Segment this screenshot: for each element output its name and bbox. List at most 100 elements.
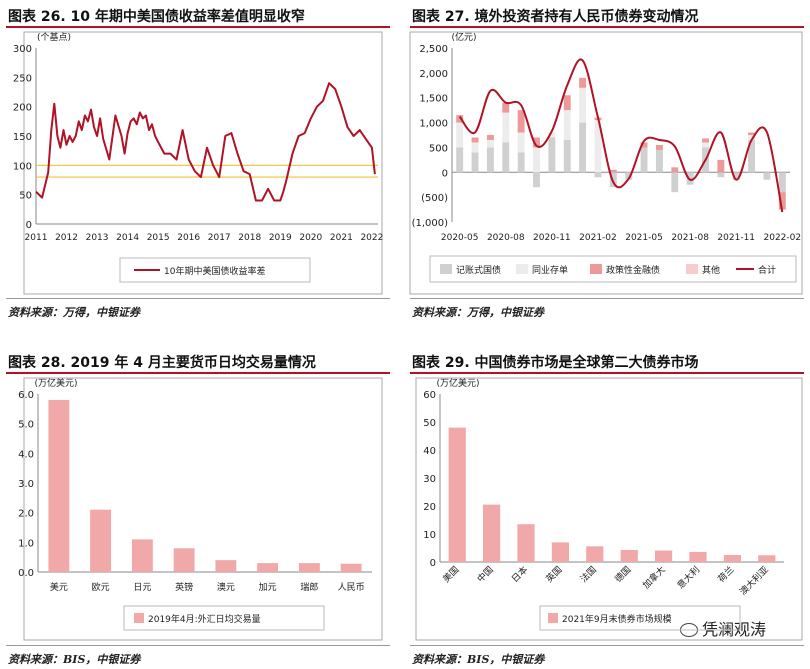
x-tick-label: 2020-05	[441, 233, 479, 243]
title-rule	[6, 26, 390, 28]
title-rule	[410, 26, 804, 28]
bar	[456, 147, 464, 173]
y-tick-label: 200	[13, 103, 32, 114]
source-rule	[410, 645, 804, 646]
panel-title: 图表 29. 中国债券市场是全球第二大债券市场	[412, 355, 699, 371]
y-tick-label: 500	[429, 143, 448, 154]
y-tick-label: 1,500	[419, 94, 448, 105]
x-tick-label: 日本	[509, 564, 530, 585]
bar	[748, 132, 756, 135]
y-tick-label: (500)	[421, 193, 448, 204]
x-tick-label: 2022	[360, 233, 383, 243]
x-tick-label: 2020-11	[533, 233, 571, 243]
bar	[502, 102, 510, 113]
x-tick-label: 美国	[440, 564, 461, 585]
bar	[594, 117, 602, 121]
bar	[640, 147, 648, 173]
series-line	[35, 82, 376, 202]
panel-title: 图表 28. 2019 年 4 月主要货币日均交易量情况	[8, 355, 316, 371]
x-tick-label: 2021-05	[625, 233, 663, 243]
y-tick-label: 1.0	[18, 538, 34, 549]
bar	[486, 147, 494, 173]
x-tick-label: 2021-02	[579, 233, 617, 243]
x-tick-label: 英镑	[175, 581, 193, 593]
x-tick-label: 2016	[177, 233, 200, 243]
y-tick-label: 20	[423, 502, 436, 513]
bar	[655, 149, 663, 173]
bar	[448, 427, 466, 562]
legend-box	[119, 257, 311, 283]
bar	[502, 112, 510, 143]
bar	[640, 142, 648, 148]
y-tick-label: 3.0	[18, 479, 34, 490]
bar	[471, 142, 479, 153]
bar	[456, 122, 464, 148]
bar	[594, 172, 602, 178]
y-tick-label: 6.0	[18, 390, 34, 401]
chart-frame	[23, 377, 383, 641]
x-tick-label: 2018	[238, 233, 261, 243]
x-tick-label: 意大利	[675, 564, 703, 592]
bar	[702, 138, 709, 143]
bar	[717, 159, 725, 173]
title-rule	[410, 372, 804, 374]
x-tick-label: 瑞郎	[300, 581, 318, 593]
bar	[579, 87, 587, 123]
bar	[620, 549, 638, 562]
bar	[257, 563, 279, 572]
watermark-text: 凭澜观涛	[702, 620, 767, 639]
y-tick-label: 5.0	[18, 420, 34, 431]
bar	[579, 77, 587, 88]
x-tick-label: 2021-11	[717, 233, 755, 243]
legend-label: 记账式国债	[456, 264, 501, 276]
bar	[173, 548, 195, 572]
x-tick-label: 2022-02	[764, 233, 802, 243]
bar	[763, 172, 771, 180]
source-note: 资料来源：BIS，中银证券	[8, 653, 141, 666]
bar	[689, 551, 707, 562]
bar	[723, 555, 741, 562]
x-tick-label: 2015	[147, 233, 170, 243]
y-axis-label: (万亿美元)	[436, 377, 479, 389]
bar	[702, 147, 709, 173]
bar	[517, 524, 535, 562]
y-axis-label: (个基点)	[37, 31, 71, 43]
bar	[563, 95, 571, 111]
y-tick-label: 50	[423, 418, 436, 429]
legend-label: 2021年9月末债券市场规模	[562, 613, 672, 625]
x-tick-label: 日元	[133, 582, 151, 593]
x-tick-label: 荷兰	[715, 564, 736, 585]
bar	[717, 172, 725, 178]
y-tick-label: 60	[423, 390, 436, 401]
x-tick-label: 2013	[86, 233, 109, 243]
bar	[48, 399, 70, 572]
x-tick-label: 美元	[50, 581, 68, 593]
y-tick-label: 250	[13, 73, 32, 84]
y-tick-label: 150	[13, 132, 32, 143]
bar	[486, 135, 494, 140]
x-tick-label: 澳元	[217, 581, 235, 593]
bar	[471, 152, 479, 173]
bar	[215, 560, 237, 572]
x-tick-label: 2021	[330, 233, 353, 243]
panel-title: 图表 27. 境外投资者持有人民币债券变动情况	[412, 9, 699, 25]
chart-frame	[415, 377, 803, 641]
x-tick-label: 加拿大	[640, 564, 668, 592]
x-tick-label: 法国	[578, 564, 599, 585]
bar	[758, 555, 776, 562]
x-tick-label: 2014	[116, 233, 139, 243]
wechat-icon	[680, 623, 698, 637]
bar	[748, 135, 756, 140]
bar	[517, 110, 525, 133]
legend-box	[123, 605, 325, 631]
y-tick-label: 2.0	[18, 509, 34, 520]
y-tick-label: 0	[442, 168, 448, 179]
y-axis-label: (万亿美元)	[34, 377, 77, 389]
bar	[517, 132, 525, 153]
bar	[340, 563, 362, 572]
bar	[655, 144, 663, 150]
legend-label: 其他	[702, 264, 720, 276]
bar	[298, 563, 320, 572]
x-tick-label: 2012	[55, 233, 78, 243]
